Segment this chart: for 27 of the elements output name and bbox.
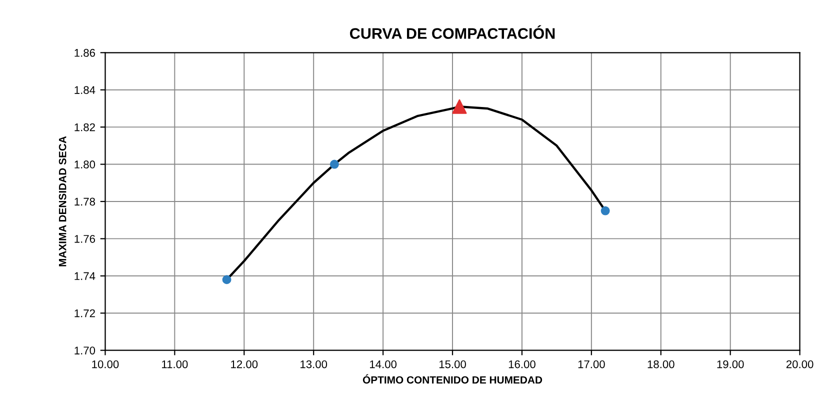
x-tick-label: 18.00	[648, 360, 674, 368]
x-tick-label: 20.00	[786, 360, 814, 368]
y-tick-label: 1.82	[74, 123, 95, 132]
x-tick-label: 19.00	[717, 360, 744, 368]
y-tick-label: 1.72	[74, 309, 95, 318]
x-tick-label: 10.00	[92, 360, 119, 368]
x-axis-title: ÓPTIMO CONTENIDO DE HUMEDAD	[362, 374, 542, 384]
y-axis-title: MAXIMA DENSIDAD SECA	[58, 136, 66, 266]
point	[330, 160, 339, 169]
point	[600, 206, 610, 216]
y-tick-label: 1.70	[74, 346, 96, 354]
point	[452, 99, 467, 114]
y-tick-label: 1.84	[74, 86, 96, 94]
x-tick-label: 17.00	[578, 360, 605, 368]
y-tick-label: 1.76	[74, 234, 96, 243]
y-tick-label: 1.86	[74, 48, 96, 57]
y-tick-label: 1.80	[74, 160, 96, 168]
x-tick-label: 15.00	[439, 360, 466, 368]
x-tick-label: 16.00	[508, 360, 536, 368]
point	[222, 275, 232, 284]
y-tick-label: 1.74	[74, 272, 96, 280]
x-tick-label: 11.00	[162, 360, 188, 368]
y-tick-label: 1.78	[74, 198, 96, 206]
x-tick-label: 12.00	[231, 360, 258, 368]
x-tick-label: 14.00	[370, 360, 397, 368]
x-tick-label: 13.00	[300, 360, 328, 368]
chart-title: CURVA DE COMPACTACIÓN	[350, 25, 555, 39]
